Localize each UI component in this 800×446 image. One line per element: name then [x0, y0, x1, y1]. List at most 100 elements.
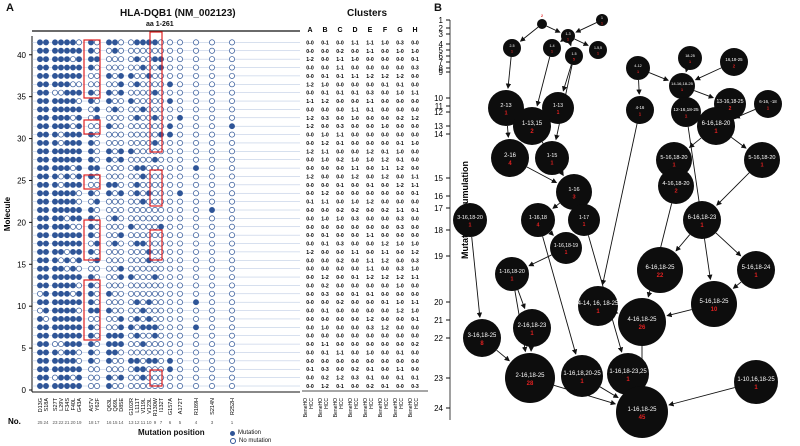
mutation-dot	[58, 47, 64, 54]
mutation-dot	[106, 290, 112, 297]
cluster-col-label: HCC	[324, 398, 330, 409]
mutation-dot	[76, 165, 82, 172]
mutation-dot	[52, 366, 58, 373]
mutation-dot	[64, 240, 70, 247]
mutation-dot	[37, 190, 43, 197]
no-mutation-dot	[167, 299, 173, 306]
level-label: 11	[435, 102, 444, 111]
cluster-cell: 1-1	[321, 200, 329, 206]
no-mutation-dot	[140, 265, 146, 272]
level-label: 13	[434, 122, 443, 131]
mutation-dot	[70, 274, 76, 280]
cluster-cell: 0-3	[351, 216, 359, 222]
mutation-dot	[64, 274, 70, 280]
mutation-dot	[37, 332, 43, 339]
position-label: F34S	[65, 398, 71, 411]
no-mutation-dot	[112, 316, 118, 322]
no-mutation-dot	[146, 156, 152, 163]
position-count: 5	[179, 420, 182, 425]
position-label: G43A	[77, 398, 83, 412]
cluster-cell: 0-0	[381, 309, 389, 315]
no-mutation-dot	[134, 106, 140, 113]
tree-node-circle	[626, 96, 654, 124]
mutation-dot	[58, 156, 64, 163]
no-mutation-dot	[152, 265, 158, 272]
cluster-cell: 1-1	[351, 166, 359, 172]
position-count: 6	[169, 420, 172, 425]
no-mutation-dot	[106, 173, 112, 180]
cluster-cell: 0-0	[306, 208, 314, 214]
cluster-cell: 0-1	[321, 74, 329, 80]
no-mutation-dot	[193, 223, 199, 230]
tree-edge	[566, 40, 573, 47]
mutation-dot	[140, 324, 146, 331]
no-mutation-dot	[88, 181, 94, 188]
cluster-cell: 1-0	[366, 158, 374, 164]
mutation-dot	[64, 190, 70, 197]
cluster-cell: 0-0	[396, 99, 404, 105]
no-mutation-dot	[209, 316, 215, 322]
no-mutation-dot	[177, 366, 183, 373]
mutation-dot	[152, 114, 158, 121]
mutation-dot	[37, 39, 43, 46]
no-mutation-dot	[146, 47, 152, 54]
no-mutation-dot	[229, 39, 235, 46]
no-mutation-dot	[94, 190, 100, 197]
cluster-cell: 0-2	[411, 342, 419, 348]
no-mutation-dot	[106, 47, 112, 54]
cluster-cell: 0-3	[336, 124, 344, 130]
no-mutation-dot	[229, 366, 235, 373]
tree-node-label: 2-13	[500, 103, 511, 109]
mutation-dot	[76, 240, 82, 247]
mutation-dot	[43, 198, 49, 205]
no-mutation-dot	[128, 366, 134, 373]
no-mutation-dot	[94, 223, 100, 230]
no-mutation-dot	[128, 190, 134, 197]
position-label: Y62F	[95, 397, 101, 411]
mutation-dot	[88, 64, 94, 71]
no-mutation-dot	[229, 223, 235, 230]
tree-node-count: 8	[480, 341, 484, 347]
cluster-cell: 0-1	[351, 91, 359, 97]
no-mutation-dot	[118, 123, 124, 130]
tree-node-count: 1	[504, 111, 507, 117]
no-mutation-dot	[209, 357, 215, 364]
cluster-cell: 0-0	[366, 208, 374, 214]
no-mutation-dot	[146, 114, 152, 121]
mutation-dot	[88, 307, 94, 314]
no-mutation-dot	[134, 341, 140, 348]
no-mutation-dot	[177, 140, 183, 146]
tree-node-circle	[463, 319, 501, 357]
tree-node-label: 18-25	[685, 54, 695, 58]
no-mutation-dot	[193, 257, 199, 264]
no-mutation-dot	[177, 341, 183, 348]
tree-edge	[716, 172, 750, 206]
no-mutation-dot	[146, 89, 152, 96]
mutation-dot	[70, 332, 76, 339]
mutation-dot	[37, 349, 43, 356]
cluster-cell: 1-0	[351, 200, 359, 206]
mutation-dot	[43, 299, 49, 306]
no-mutation-dot	[177, 89, 183, 96]
cluster-cell: 0-0	[396, 233, 404, 239]
mutation-dot	[112, 106, 118, 113]
position-count: 3	[211, 420, 214, 425]
cluster-cell: 1-2	[306, 174, 314, 180]
no-mutation-dot	[229, 56, 235, 63]
position-label: L111T	[135, 397, 141, 412]
tree-node-circle	[565, 47, 583, 65]
mutation-dot	[70, 307, 76, 314]
level-label: 5	[439, 46, 444, 55]
no-mutation-dot	[152, 349, 158, 356]
cluster-cell: 0-0	[396, 66, 404, 72]
no-mutation-dot	[134, 123, 140, 130]
position-label: A172T	[178, 397, 184, 414]
no-mutation-dot	[118, 299, 124, 306]
cluster-cell: 0-0	[336, 283, 344, 289]
mutation-dot	[106, 89, 112, 96]
mutation-dot	[43, 282, 49, 289]
cluster-cell: 0-0	[381, 334, 389, 340]
mutation-dot	[64, 165, 70, 172]
tree-edge	[694, 67, 722, 81]
